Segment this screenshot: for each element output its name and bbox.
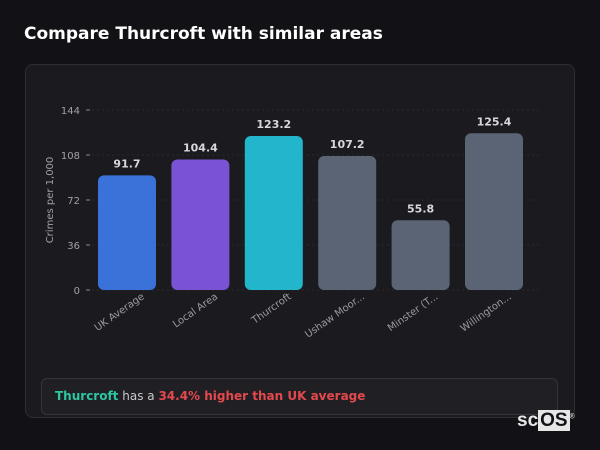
bar-1 — [171, 159, 230, 290]
bar-4 — [391, 220, 450, 290]
comparison-summary: Thurcroft has a 34.4% higher than UK ave… — [41, 378, 558, 415]
y-tick-label: 0 — [74, 286, 80, 297]
logo: sc OS ® — [517, 410, 575, 431]
bar-2 — [244, 136, 303, 290]
data-label: 55.8 — [407, 202, 434, 215]
y-axis-label: Crimes per 1,000 — [45, 157, 56, 244]
data-label: 125.4 — [477, 115, 512, 128]
data-label: 91.7 — [113, 157, 140, 170]
y-tick-label: 144 — [61, 106, 80, 117]
y-tick-label: 108 — [61, 151, 80, 162]
data-label: 123.2 — [256, 118, 291, 131]
data-label: 107.2 — [330, 138, 365, 151]
summary-area: Thurcroft — [55, 389, 119, 403]
summary-middle: has a — [118, 389, 159, 403]
x-tick-label: Willington... — [459, 291, 514, 334]
x-tick-label: Minster (T... — [386, 291, 440, 334]
bar-3 — [318, 156, 377, 290]
x-tick-label: Thurcroft — [249, 291, 293, 327]
data-label: 104.4 — [183, 142, 218, 155]
y-tick-label: 36 — [67, 241, 80, 252]
x-tick-label: Ushaw Moor... — [303, 291, 367, 340]
y-tick-label: 72 — [67, 196, 80, 207]
summary-comparison: 34.4% higher than UK average — [158, 389, 366, 403]
bar-5 — [465, 133, 523, 290]
x-tick-label: UK Average — [93, 291, 147, 333]
bar-0 — [98, 175, 156, 290]
page-title: Compare Thurcroft with similar areas — [24, 24, 383, 44]
x-tick-label: Local Area — [171, 291, 220, 330]
